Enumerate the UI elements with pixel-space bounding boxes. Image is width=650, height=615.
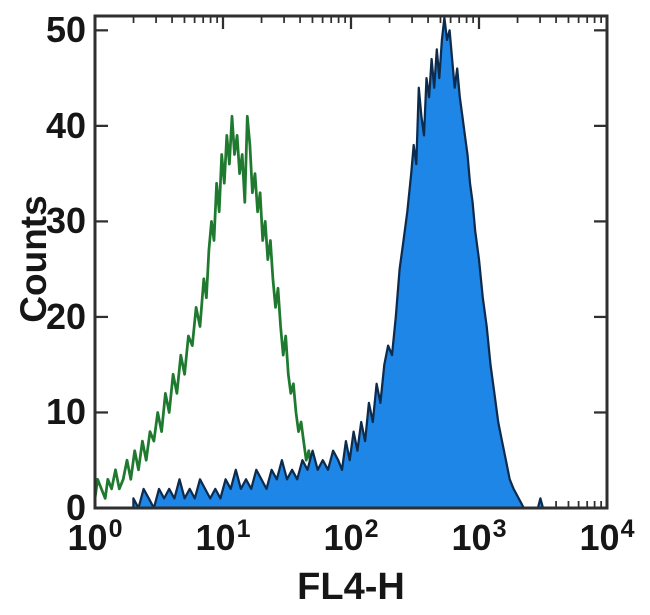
- x-axis-major-ticks: [93, 16, 609, 508]
- y-tick-label: 10: [45, 391, 86, 433]
- x-tick-label: 103: [451, 515, 507, 558]
- open-histogram-green-curve: [93, 114, 353, 510]
- y-tick-label: 30: [45, 200, 86, 242]
- x-tick-label: 101: [195, 515, 251, 558]
- y-tick-label: 50: [45, 9, 86, 51]
- filled-histogram-blue-area: [132, 16, 545, 510]
- x-tick-label: 102: [323, 515, 379, 558]
- y-tick-label: 20: [45, 295, 86, 337]
- x-axis-label: FL4-H: [297, 566, 405, 608]
- x-tick-label: 104: [579, 515, 635, 558]
- y-tick-label: 0: [65, 487, 86, 528]
- y-axis-ticks: [95, 29, 607, 510]
- y-tick-label: 40: [45, 104, 86, 146]
- plot-frame: [93, 14, 609, 510]
- x-tick-label: 100: [67, 515, 123, 558]
